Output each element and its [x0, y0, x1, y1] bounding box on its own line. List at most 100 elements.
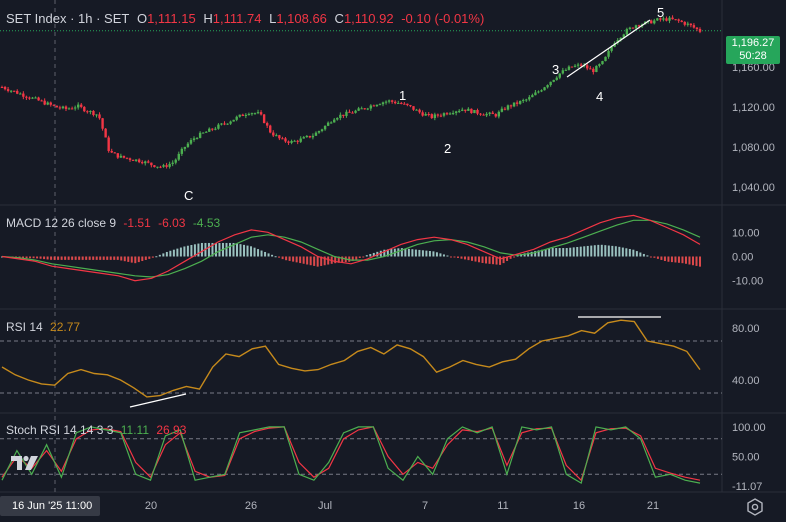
candle-body: [107, 137, 110, 151]
macd-histogram-bar: [323, 256, 326, 266]
candle-body: [485, 113, 488, 116]
macd-histogram-bar: [467, 256, 470, 261]
candle-body: [698, 29, 702, 32]
macd-histogram-bar: [446, 255, 449, 257]
macd-histogram-bar: [155, 256, 158, 258]
wave-label-5: 5: [657, 5, 665, 20]
macd-histogram-bar: [600, 244, 603, 257]
candle-body: [677, 19, 680, 21]
macd-histogram-bar: [225, 242, 228, 257]
candle-body: [195, 137, 199, 139]
candle-body: [116, 153, 120, 158]
settings-gear-icon[interactable]: [746, 498, 764, 516]
macd-histogram-bar: [513, 256, 516, 258]
price-tick-label: 1,120.00: [732, 102, 775, 114]
rsi-legend[interactable]: RSI 14 22.77: [6, 320, 84, 334]
macd-histogram-bar: [365, 255, 368, 257]
candle-body: [144, 161, 147, 164]
macd-histogram-bar: [618, 246, 621, 257]
macd-histogram-bar: [358, 256, 361, 259]
macd-histogram-bar: [572, 247, 575, 257]
macd-histogram-bar: [214, 242, 217, 257]
macd-histogram-bar: [250, 246, 253, 257]
candle-body: [561, 70, 565, 74]
macd-histogram-bar: [485, 256, 488, 264]
macd-histogram-bar: [316, 256, 319, 267]
candle-body: [540, 90, 543, 92]
candle-body: [235, 116, 238, 120]
candle-body: [448, 113, 452, 115]
candle-body: [604, 56, 607, 62]
macd-histogram-bar: [478, 256, 481, 263]
candle-body: [601, 61, 604, 65]
macd-histogram-bar: [488, 256, 491, 264]
time-tick-label: 26: [245, 500, 257, 512]
macd-histogram-bar: [71, 256, 74, 260]
macd-histogram-bar: [200, 242, 203, 257]
candle-body: [555, 77, 558, 80]
macd-histogram-bar: [158, 254, 161, 257]
tradingview-logo-icon[interactable]: [10, 452, 40, 474]
candle-body: [317, 130, 321, 133]
candle-body: [232, 119, 235, 122]
macd-histogram-bar: [148, 256, 151, 259]
candle-body: [464, 109, 467, 111]
macd-histogram-bar: [313, 256, 316, 266]
candle-body: [476, 109, 479, 114]
macd-histogram-bar: [60, 256, 63, 260]
macd-histogram-bar: [646, 255, 649, 257]
macd-histogram-bar: [341, 256, 344, 263]
macd-histogram-bar: [492, 256, 495, 265]
macd-histogram-bar: [116, 256, 119, 260]
candle-body: [686, 23, 690, 25]
macd-histogram-bar: [151, 256, 154, 258]
macd-histogram-bar: [190, 245, 193, 257]
candle-body: [31, 97, 34, 99]
macd-histogram-bar: [292, 256, 295, 262]
candle-body: [19, 93, 22, 95]
candle-body: [412, 106, 415, 110]
rsi-title: RSI 14: [6, 320, 43, 334]
macd-histogram-bar: [523, 253, 526, 257]
candle-body: [265, 123, 269, 126]
candle-body: [189, 140, 193, 144]
stoch-legend[interactable]: Stoch RSI 14 14 3 3 11.11 26.93: [6, 423, 190, 437]
macd-histogram-bar: [400, 248, 403, 257]
candle-body: [131, 159, 135, 161]
rsi-tick-label: 40.00: [732, 375, 760, 387]
candle-body: [174, 159, 177, 163]
wave-label-1: 1: [399, 88, 407, 103]
candle-body: [637, 25, 641, 27]
candle-body: [34, 97, 37, 99]
candle-body: [83, 106, 86, 112]
macd-histogram-bar: [597, 244, 600, 257]
candle-body: [156, 166, 159, 168]
candle-body: [454, 111, 458, 113]
macd-histogram-bar: [474, 256, 477, 262]
candle-body: [92, 110, 95, 116]
candle-body: [311, 135, 315, 138]
candle-body: [6, 89, 10, 91]
macd-histogram-bar: [681, 256, 684, 264]
candle-body: [695, 27, 699, 30]
candle-body: [372, 105, 376, 107]
candle-body: [278, 135, 281, 139]
candle-body: [528, 97, 531, 100]
macd-legend[interactable]: MACD 12 26 close 9 -1.51 -6.03 -4.53: [6, 216, 224, 230]
macd-histogram-bar: [562, 248, 565, 257]
candle-body: [134, 159, 138, 161]
candle-body: [55, 105, 59, 108]
candle-body: [351, 112, 354, 114]
candle-body: [98, 114, 101, 119]
symbol-title[interactable]: SET Index · 1h · SET: [6, 11, 130, 26]
candle-body: [256, 112, 260, 114]
macd-histogram-bar: [36, 256, 39, 259]
wave-label-4: 4: [596, 89, 604, 104]
open-value: 1,111.15: [147, 11, 196, 26]
candle-body: [43, 100, 46, 105]
wave-label-3: 3: [552, 62, 560, 77]
candle-body: [61, 106, 65, 109]
macd-histogram-bar: [29, 256, 32, 259]
time-tick-label: 21: [647, 500, 659, 512]
